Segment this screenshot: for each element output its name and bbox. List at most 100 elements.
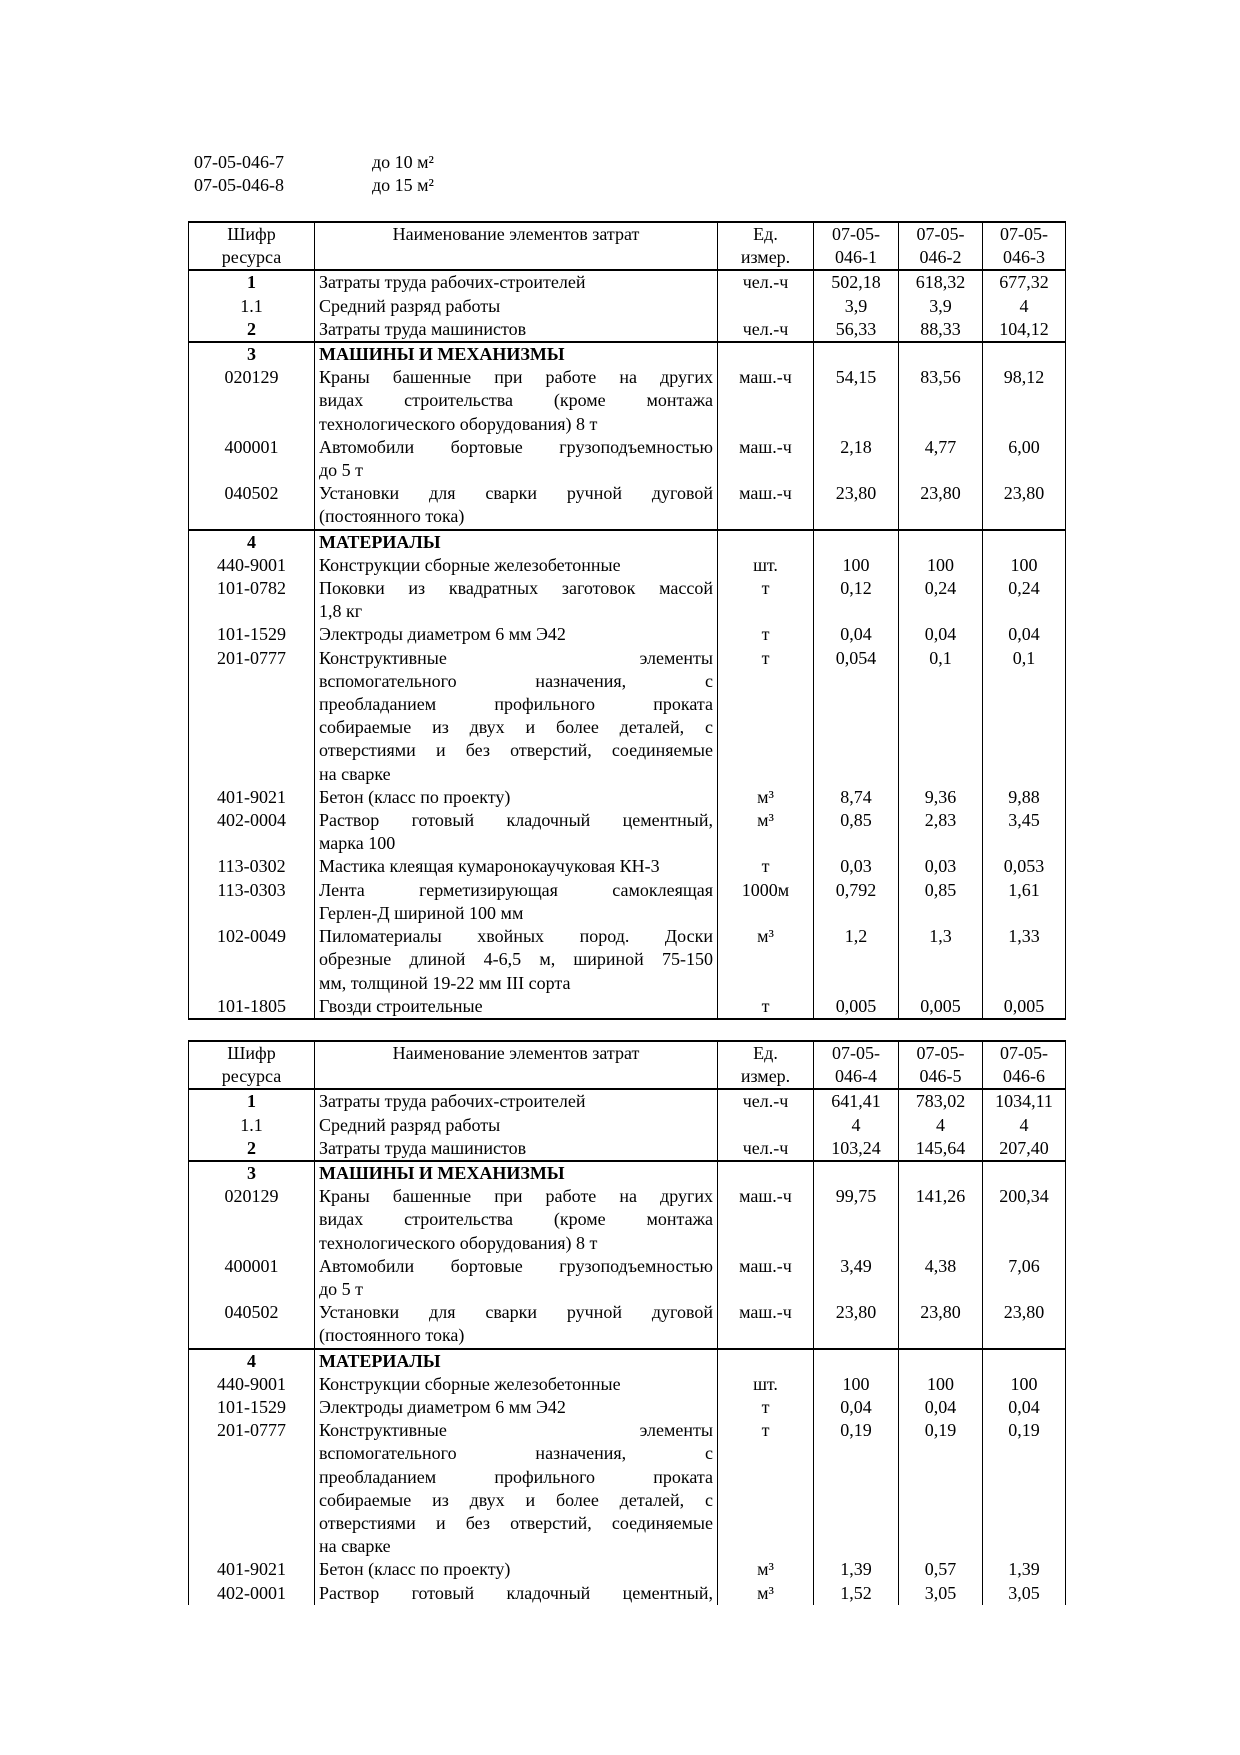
value: 100 (982, 1372, 1066, 1397)
resource-code: 400001 (188, 435, 315, 483)
value: 0,04 (982, 1396, 1066, 1420)
value: 3,05 (898, 1581, 983, 1605)
resource-name: Лента герметизирующая самоклеящая Герлен-… (314, 878, 718, 926)
unit: т (717, 1419, 814, 1559)
header-line: измер. (740, 247, 791, 268)
unit: чел.-ч (717, 317, 814, 343)
resource-code: 020129 (188, 366, 315, 436)
name-line: вспомогательного назначения, с (319, 1443, 713, 1464)
intro-desc: до 15 м² (372, 175, 434, 195)
name-line: Конструкции сборные железобетонные (319, 1373, 621, 1394)
header-line: 07-05- (832, 224, 880, 244)
value: 100 (898, 553, 983, 578)
value: 3,45 (982, 809, 1066, 856)
value: 104,12 (982, 317, 1066, 343)
header-code: Шифр ресурса (188, 220, 315, 272)
name-line: на сварке (319, 763, 391, 784)
header-line: 07-05- (1000, 224, 1048, 244)
value (898, 1347, 983, 1373)
header-line: 07-05- (916, 1043, 965, 1063)
value: 3,9 (813, 294, 899, 318)
name-line: Затраты труда машинистов (319, 318, 527, 339)
name-line: до 5 т (319, 460, 364, 481)
name-line: Раствор готовый кладочный цементный, (319, 810, 713, 831)
resource-code: 101-1529 (188, 623, 315, 647)
value (898, 528, 983, 554)
name-line: видах строительства (кроме монтажа (319, 1209, 713, 1230)
value: 641,41 (813, 1088, 899, 1114)
value: 1,3 (898, 925, 983, 995)
unit: шт. (717, 553, 814, 578)
value: 0,57 (898, 1558, 983, 1582)
table-row: 1 Затраты труда рабочих-строителей чел.-ч 5… (188, 269, 1066, 295)
table-row: 101-1529 Электроды диаметром 6 мм Э42 т 0,0… (188, 1396, 1066, 1420)
intro-list: 07-05-046-7 до 10 м² 07-05-046-8 до 15 м² (194, 151, 434, 197)
value (898, 341, 983, 367)
value: 1034,11 (982, 1088, 1066, 1114)
value: 4,77 (898, 435, 983, 483)
resource-name: Бетон (класс по проекту) (314, 1558, 718, 1582)
resource-table-2: Шифр ресурса Наименование элементов затрат… (188, 1039, 1066, 1605)
resource-name: Раствор готовый кладочный цементный, (314, 1581, 718, 1605)
intro-row: 07-05-046-7 до 10 м² (194, 151, 434, 174)
value: 0,04 (898, 623, 983, 647)
value: 0,03 (898, 855, 983, 879)
name-line: Средний разряд работы (319, 295, 501, 316)
table-row: 2 Затраты труда машинистов чел.-ч 56,33 88,3… (188, 317, 1066, 343)
table-row: 401-9021 Бетон (класс по проекту) м³ 1,39 0,… (188, 1558, 1066, 1582)
resource-name: Конструктивные элементы вспомогательного … (314, 646, 718, 786)
resource-name: Краны башенные при работе на других видах… (314, 1185, 718, 1255)
resource-code: 040502 (188, 1301, 315, 1349)
table-row: 401-9021 Бетон (класс по проекту) м³ 8,74 9,… (188, 785, 1066, 810)
name-line: Средний разряд работы (319, 1114, 501, 1135)
header-row: Шифр ресурса Наименование элементов затрат… (188, 1039, 1066, 1091)
resource-code: 113-0303 (188, 878, 315, 926)
resource-name: Затраты труда рабочих-строителей (314, 269, 718, 295)
header-line: 046-4 (835, 1066, 877, 1087)
name-line: МАТЕРИАЛЫ (319, 531, 441, 552)
resource-name: Автомобили бортовые грузоподъемностью до … (314, 435, 718, 483)
header-line: 07-05- (832, 1043, 880, 1063)
value: 3,05 (982, 1581, 1066, 1605)
unit (717, 1113, 814, 1137)
value: 0,1 (982, 646, 1066, 786)
name-line: Герлен-Д шириной 100 мм (319, 902, 524, 923)
name-line: на сварке (319, 1536, 391, 1557)
value: 4 (813, 1113, 899, 1137)
unit: маш.-ч (717, 1254, 814, 1302)
resource-code: 101-0782 (188, 577, 315, 624)
value (813, 1160, 899, 1186)
value: 0,12 (813, 577, 899, 624)
resource-table-1: Шифр ресурса Наименование элементов затрат… (188, 220, 1066, 1020)
value: 23,80 (982, 1301, 1066, 1349)
table-row: 402-0001 Раствор готовый кладочный цемент… (188, 1581, 1066, 1605)
name-line: собираемые из двух и более деталей, с (319, 717, 713, 738)
header-line: ресурса (221, 247, 282, 268)
header-unit: Ед. измер. (717, 220, 814, 272)
value: 0,04 (898, 1396, 983, 1420)
value: 0,792 (813, 878, 899, 926)
value: 0,24 (982, 577, 1066, 624)
value: 677,32 (982, 269, 1066, 295)
name-line: видах строительства (кроме монтажа (319, 390, 713, 411)
name-line: вспомогательного назначения, с (319, 670, 713, 691)
value: 1,39 (813, 1558, 899, 1582)
value: 99,75 (813, 1185, 899, 1255)
unit: м³ (717, 925, 814, 995)
header-line: 07-05- (916, 224, 965, 244)
table-row: 113-0303 Лента герметизирующая самоклеяща… (188, 878, 1066, 926)
table-row: 201-0777 Конструктивные элементы вспомогат… (188, 1419, 1066, 1559)
value: 83,56 (898, 366, 983, 436)
value: 23,80 (982, 482, 1066, 530)
table-row: 040502 Установки для сварки ручной дугово… (188, 1301, 1066, 1349)
value: 0,054 (813, 646, 899, 786)
name-line: мм, толщиной 19-22 мм III сорта (319, 972, 571, 993)
resource-name: Электроды диаметром 6 мм Э42 (314, 623, 718, 647)
table-row: 020129 Краны башенные при работе на други… (188, 366, 1066, 436)
unit: маш.-ч (717, 366, 814, 436)
name-line: отверстиями и без отверстий, соединяемые (319, 1513, 713, 1534)
table-row: 1.1 Средний разряд работы 4 4 4 (188, 1113, 1066, 1137)
name-line: Конструктивные элементы (319, 647, 713, 668)
header-line: Ед. (753, 224, 778, 244)
resource-code: 1 (188, 1088, 315, 1114)
